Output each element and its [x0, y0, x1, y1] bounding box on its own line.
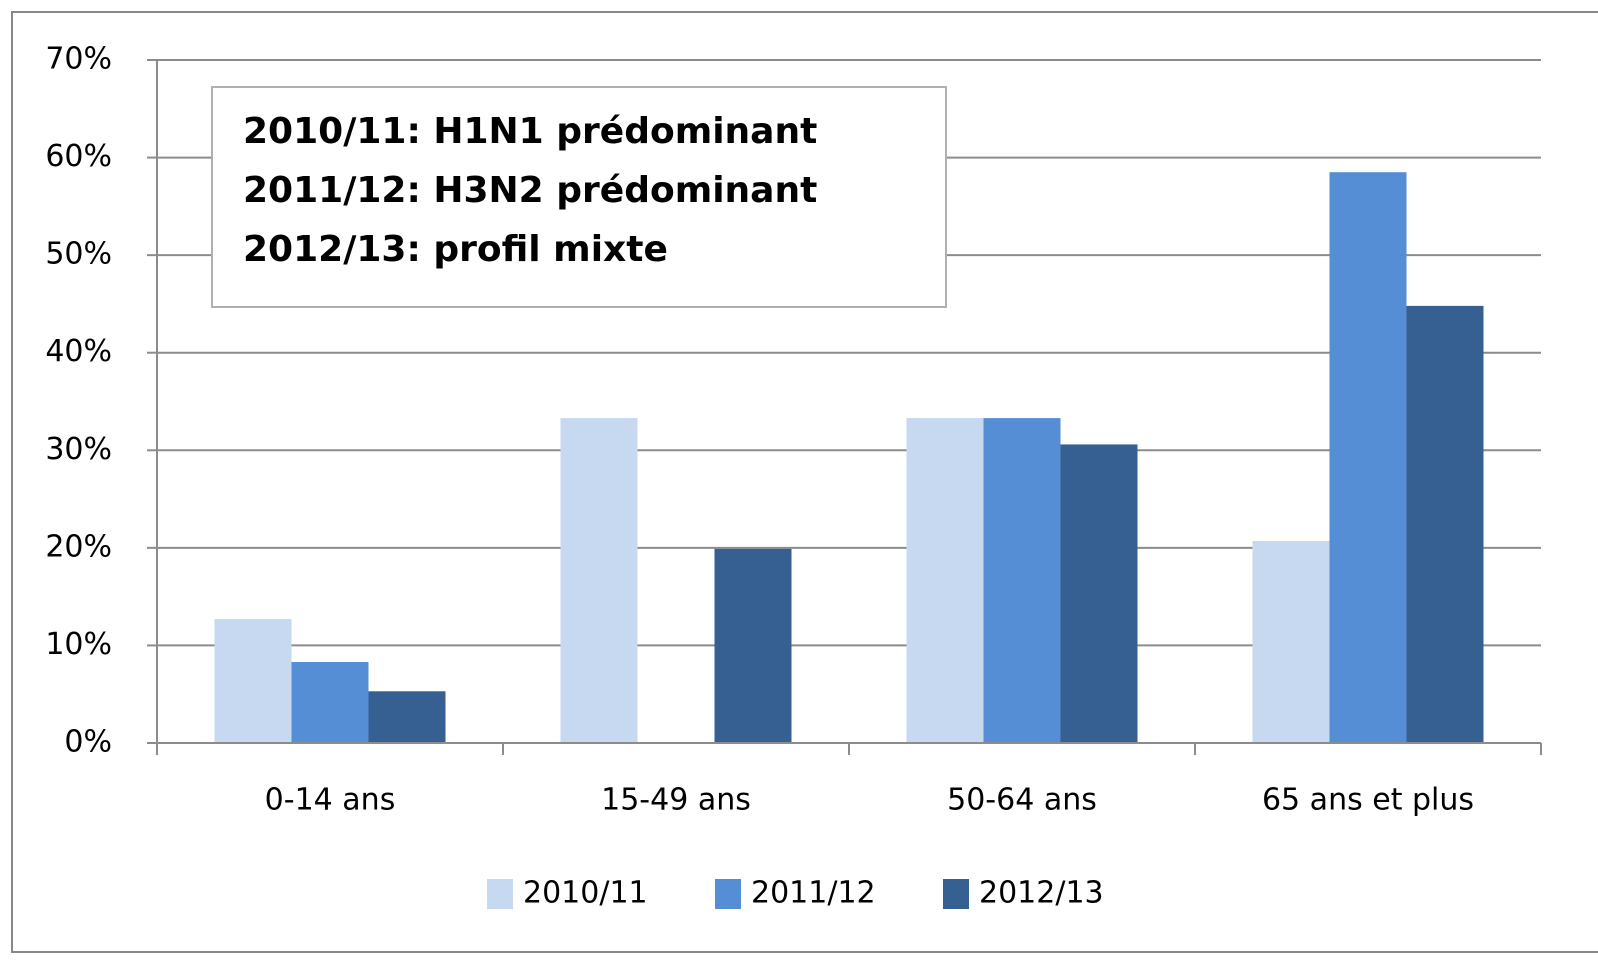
y-tick-label: 30%	[45, 432, 112, 467]
y-tick-label: 40%	[45, 334, 112, 369]
x-tick-label: 15-49 ans	[601, 783, 751, 818]
legend-swatch	[715, 879, 741, 909]
bar	[1406, 305, 1484, 743]
x-tick-label: 0-14 ans	[265, 783, 396, 818]
bar	[1329, 172, 1407, 743]
legend-label: 2010/11	[523, 876, 648, 911]
bar	[714, 548, 792, 743]
annotation: 2010/11: H1N1 prédominant	[243, 111, 817, 152]
bar	[560, 418, 638, 743]
bar	[368, 691, 446, 743]
bar	[214, 619, 292, 743]
bar	[983, 418, 1061, 743]
legend-label: 2012/13	[979, 876, 1104, 911]
y-tick-label: 60%	[45, 139, 112, 174]
legend-label: 2011/12	[751, 876, 876, 911]
legend-swatch	[487, 879, 513, 909]
x-tick-label: 50-64 ans	[947, 783, 1097, 818]
legend-swatch	[943, 879, 969, 909]
bar	[1252, 541, 1330, 743]
bar	[906, 418, 984, 743]
annotation-box	[211, 86, 947, 308]
x-tick-label: 65 ans et plus	[1262, 783, 1474, 818]
y-tick-label: 50%	[45, 237, 112, 272]
y-tick-label: 20%	[45, 529, 112, 564]
y-tick-label: 10%	[45, 627, 112, 662]
annotation: 2012/13: profil mixte	[243, 229, 668, 270]
y-tick-label: 0%	[64, 725, 112, 760]
annotation: 2011/12: H3N2 prédominant	[243, 170, 817, 211]
y-tick-label: 70%	[45, 42, 112, 77]
bar	[1060, 444, 1138, 743]
bar	[291, 662, 369, 743]
